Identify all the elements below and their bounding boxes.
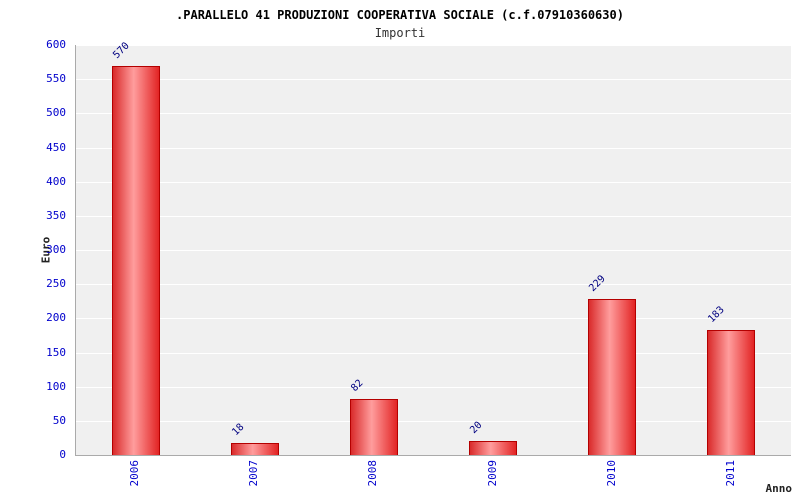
bar-2011	[707, 329, 756, 455]
x-tick: 2010	[552, 460, 671, 487]
bars-row: 570 18 82 20 229 183	[76, 40, 791, 455]
x-tick-label: 2010	[604, 460, 618, 487]
y-tick-label: 450	[46, 140, 66, 154]
x-tick-label: 2007	[247, 460, 261, 487]
plot-area: 570 18 82 20 229 183	[75, 40, 791, 456]
bar-slot: 82	[314, 45, 433, 455]
y-tick-label: 400	[46, 174, 66, 188]
x-tick-label: 2008	[366, 460, 380, 487]
gridline	[76, 420, 791, 422]
bar-2007	[230, 442, 279, 455]
bar-2008	[349, 398, 398, 455]
bar-slot: 20	[434, 45, 553, 455]
x-tick-label: 2009	[485, 460, 499, 487]
gridline	[76, 318, 791, 320]
x-axis-ticks: 2006 2007 2008 2009 2010 2011	[75, 460, 790, 487]
bar-2010	[588, 298, 637, 455]
x-tick: 2007	[194, 460, 313, 487]
x-axis-label: Anno	[765, 482, 793, 495]
x-tick-label: 2006	[128, 460, 142, 487]
y-tick-label: 50	[52, 413, 66, 427]
x-tick: 2009	[433, 460, 552, 487]
y-tick-label: 350	[46, 208, 66, 222]
x-tick: 2006	[75, 460, 194, 487]
y-tick-label: 200	[46, 311, 66, 325]
y-tick-label: 300	[46, 243, 66, 256]
y-tick-label: 0	[59, 448, 66, 461]
y-tick-label: 600	[46, 38, 66, 51]
bar-slot: 18	[195, 45, 314, 455]
bar-value-label: 18	[229, 421, 247, 438]
y-tick-label: 500	[46, 106, 66, 120]
x-tick: 2008	[313, 460, 432, 487]
x-tick-label: 2011	[723, 460, 737, 487]
chart-subtitle: Importi	[374, 26, 426, 40]
y-tick-label: 550	[46, 72, 66, 86]
bar-value-label: 82	[349, 377, 366, 394]
gridline	[76, 147, 791, 149]
bar-slot: 229	[553, 45, 672, 455]
bar-value-label: 183	[706, 304, 728, 325]
gridline	[76, 45, 791, 46]
gridline	[76, 352, 791, 354]
bar-slot: 183	[672, 45, 791, 455]
y-tick-label: 250	[46, 277, 66, 291]
bar-slot: 570	[76, 40, 195, 455]
gridline	[76, 79, 791, 81]
y-tick-label: 100	[46, 379, 66, 393]
gridline	[76, 386, 791, 388]
gridline	[76, 250, 791, 251]
chart-title: .PARALLELO 41 PRODUZIONI COOPERATIVA SOC…	[176, 8, 624, 22]
gridline	[76, 181, 791, 183]
bar-2006	[111, 65, 160, 455]
gridline	[76, 113, 791, 115]
bar-value-label: 20	[468, 420, 485, 437]
bar-value-label: 229	[587, 272, 609, 294]
bar-2009	[469, 441, 518, 455]
y-tick-label: 150	[46, 345, 66, 359]
bar-value-label: 570	[110, 39, 132, 61]
gridline	[76, 284, 791, 286]
gridline	[76, 215, 791, 217]
